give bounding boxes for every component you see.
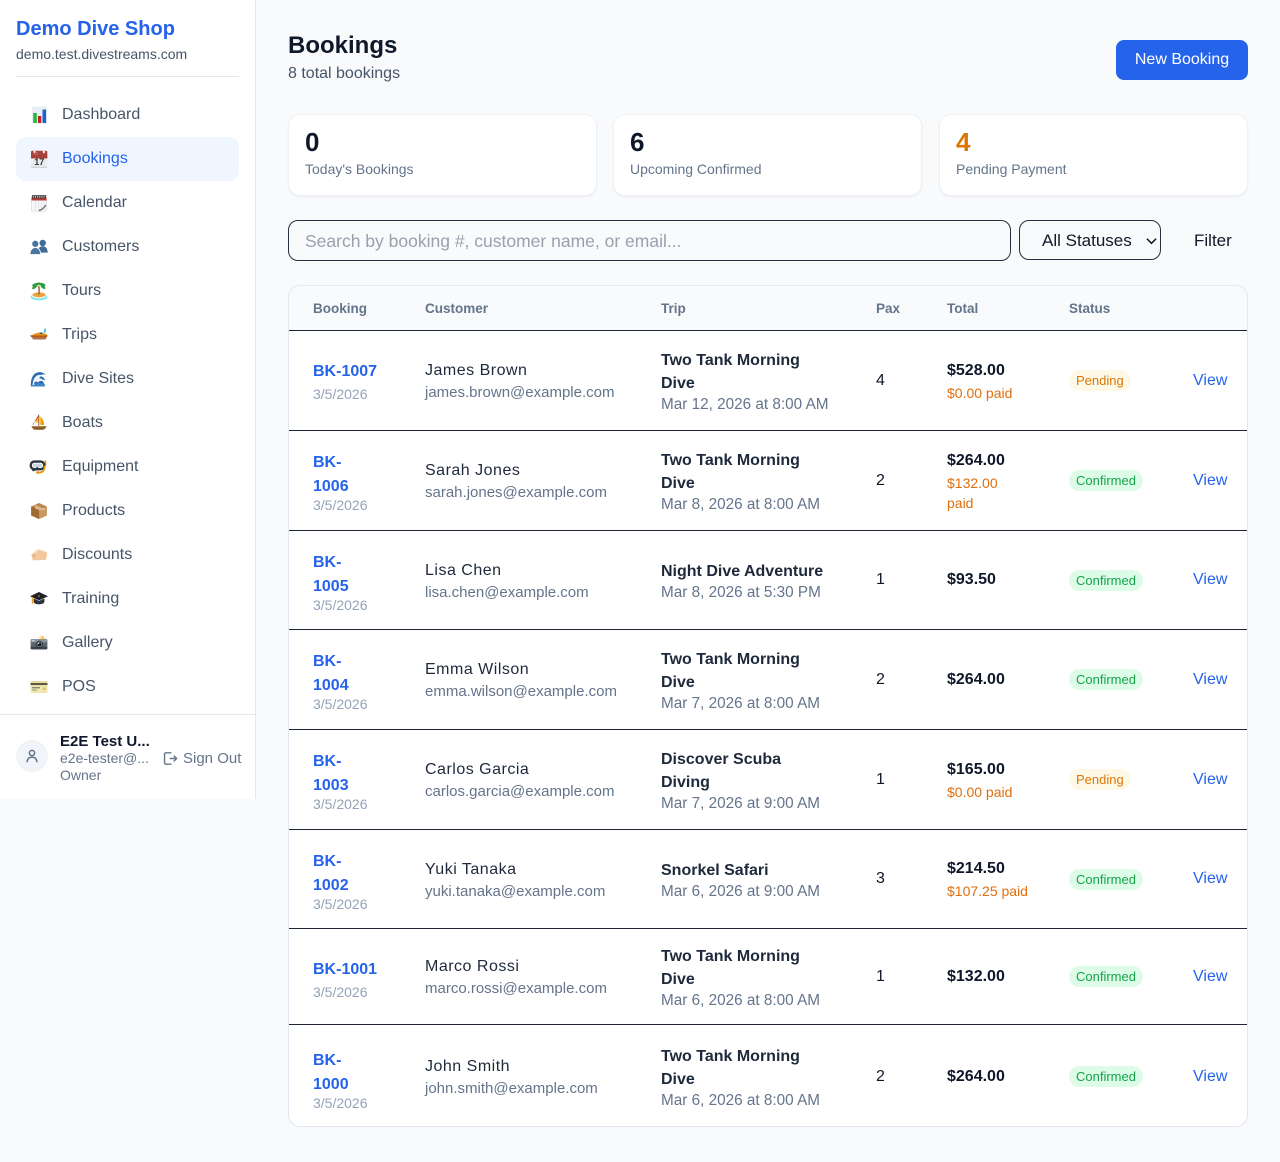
svg-text:17: 17 <box>34 157 44 167</box>
svg-text:JUL: JUL <box>33 152 39 156</box>
